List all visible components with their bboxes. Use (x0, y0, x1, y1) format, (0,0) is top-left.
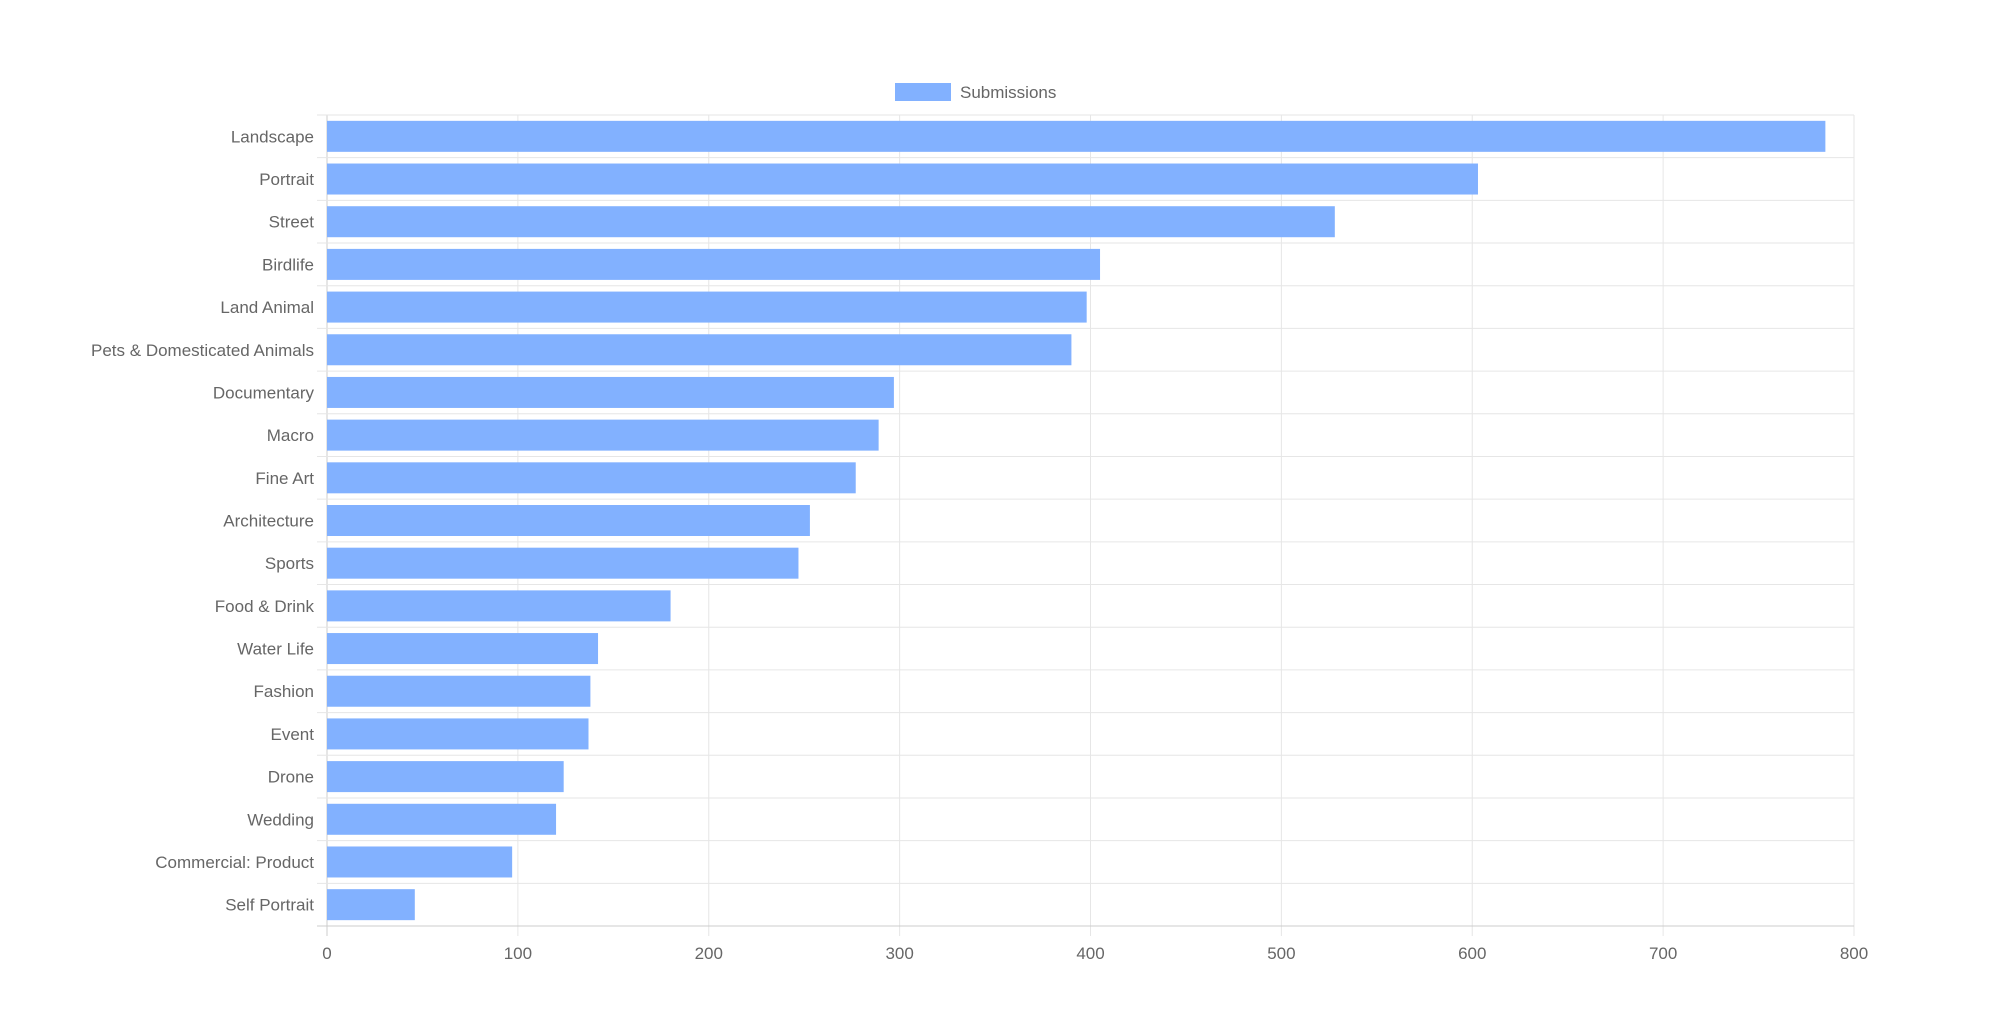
bar[interactable] (327, 718, 589, 750)
bar[interactable] (327, 120, 1826, 152)
y-tick-label: Fine Art (255, 469, 314, 488)
x-tick-label: 0 (322, 944, 331, 963)
bar[interactable] (327, 248, 1101, 280)
x-axis-labels: 0 100 200 300 400 500 600 700 800 (322, 944, 1868, 963)
grid (317, 114, 1855, 936)
bar[interactable] (327, 761, 564, 793)
y-tick-label: Macro (267, 426, 314, 445)
x-tick-label: 500 (1267, 944, 1295, 963)
y-tick-label: Wedding (247, 810, 314, 829)
y-tick-label: Landscape (231, 127, 314, 146)
legend-label[interactable]: Submissions (960, 83, 1056, 102)
y-axis-labels: Landscape Portrait Street Birdlife Land Anim… (91, 127, 314, 914)
y-tick-label: Birdlife (262, 255, 314, 274)
y-tick-label: Documentary (213, 383, 315, 402)
y-tick-label: Pets & Domesticated Animals (91, 341, 314, 360)
x-tick-label: 100 (504, 944, 532, 963)
y-tick-label: Street (269, 213, 315, 232)
y-tick-label: Water Life (237, 640, 314, 659)
bar[interactable] (327, 163, 1478, 195)
x-tick-label: 700 (1649, 944, 1677, 963)
legend[interactable]: Submissions (895, 83, 1056, 102)
bar[interactable] (327, 846, 513, 878)
bar[interactable] (327, 803, 557, 835)
bar[interactable] (327, 675, 591, 707)
x-tick-label: 800 (1840, 944, 1868, 963)
y-tick-label: Portrait (259, 170, 314, 189)
x-tick-label: 400 (1076, 944, 1104, 963)
y-tick-label: Architecture (223, 512, 314, 531)
y-tick-label: Sports (265, 554, 314, 573)
bars (327, 120, 1826, 921)
bar[interactable] (327, 334, 1072, 366)
y-tick-label: Commercial: Product (155, 853, 314, 872)
bar[interactable] (327, 206, 1335, 238)
x-tick-label: 600 (1458, 944, 1486, 963)
bar[interactable] (327, 505, 810, 536)
bar[interactable] (327, 547, 799, 579)
legend-swatch[interactable] (895, 83, 951, 101)
bar[interactable] (327, 462, 856, 494)
y-tick-label: Food & Drink (215, 597, 315, 616)
y-tick-label: Event (271, 725, 315, 744)
x-tick-label: 200 (695, 944, 723, 963)
y-tick-label: Self Portrait (225, 896, 314, 915)
bar[interactable] (327, 889, 415, 921)
bar[interactable] (327, 291, 1087, 323)
bar[interactable] (327, 419, 879, 451)
y-tick-label: Land Animal (220, 298, 314, 317)
bar[interactable] (327, 376, 894, 408)
bar[interactable] (327, 633, 599, 665)
y-tick-label: Drone (268, 768, 314, 787)
x-tick-label: 300 (885, 944, 913, 963)
bar[interactable] (327, 590, 671, 622)
y-tick-label: Fashion (254, 682, 314, 701)
